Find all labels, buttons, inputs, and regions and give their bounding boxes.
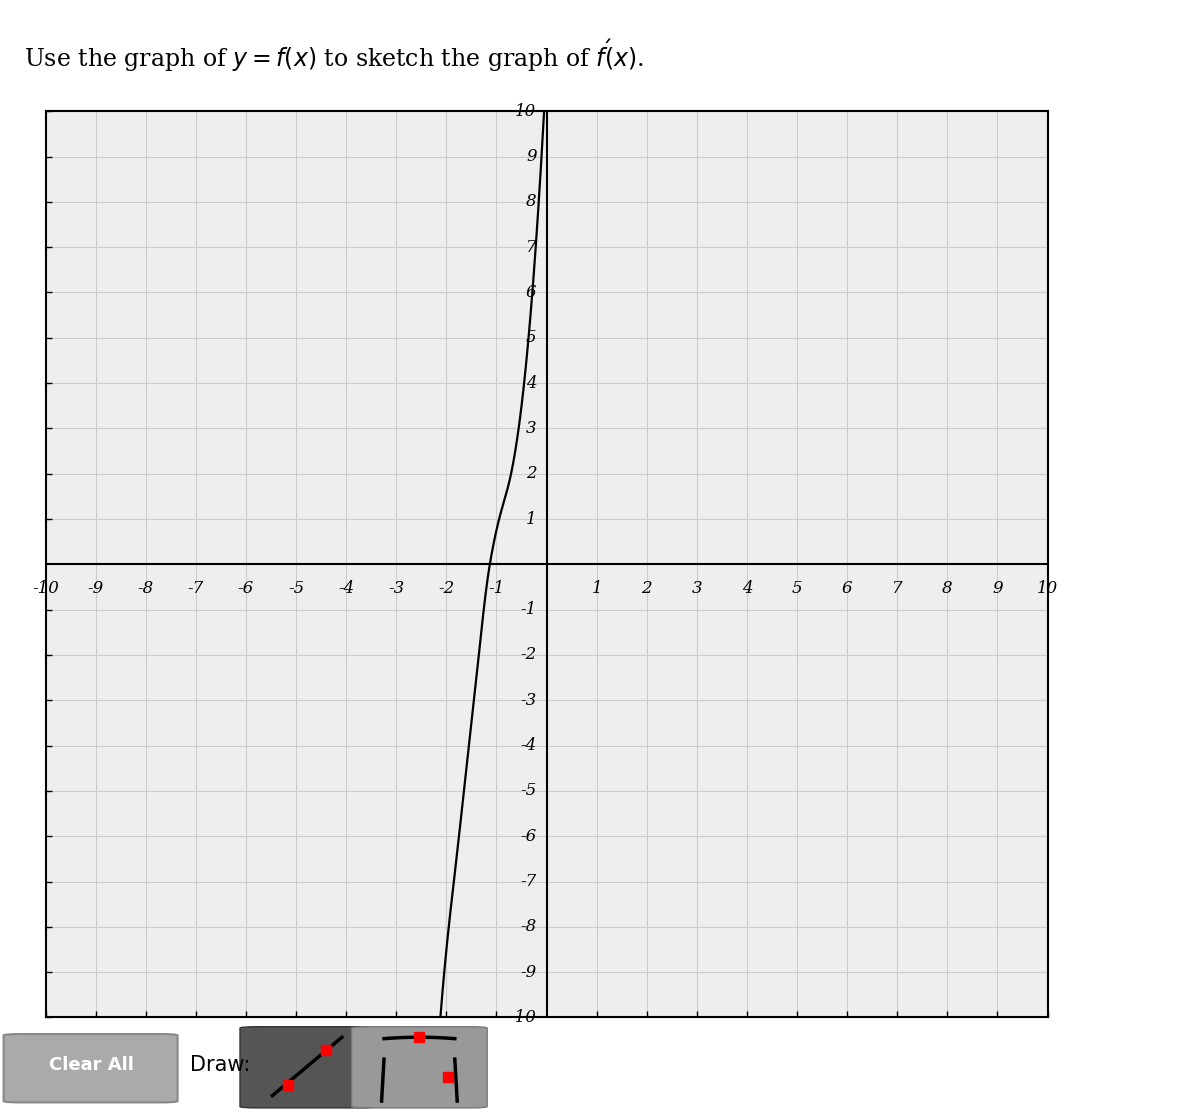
Text: 10: 10 <box>1037 580 1058 597</box>
Text: 9: 9 <box>526 148 536 165</box>
FancyBboxPatch shape <box>4 1034 178 1102</box>
Text: -7: -7 <box>521 873 536 890</box>
Text: 4: 4 <box>526 375 536 391</box>
Text: 2: 2 <box>526 465 536 483</box>
Text: -9: -9 <box>521 964 536 981</box>
Text: -7: -7 <box>187 580 204 597</box>
Text: -6: -6 <box>521 827 536 845</box>
Text: -4: -4 <box>338 580 354 597</box>
Text: 1: 1 <box>526 510 536 527</box>
Text: Clear All: Clear All <box>49 1055 133 1073</box>
Text: -9: -9 <box>88 580 104 597</box>
Text: 7: 7 <box>892 580 902 597</box>
Text: 9: 9 <box>992 580 1003 597</box>
Text: 6: 6 <box>526 284 536 301</box>
Text: 8: 8 <box>942 580 953 597</box>
Text: -10: -10 <box>32 580 59 597</box>
Text: -3: -3 <box>388 580 404 597</box>
FancyBboxPatch shape <box>240 1026 376 1108</box>
Text: -1: -1 <box>488 580 505 597</box>
Text: -5: -5 <box>521 783 536 800</box>
Text: 2: 2 <box>642 580 652 597</box>
Text: 8: 8 <box>526 193 536 210</box>
Text: -1: -1 <box>521 602 536 618</box>
FancyBboxPatch shape <box>352 1026 487 1108</box>
Text: Use the graph of $y = f(x)$ to sketch the graph of $f\'(x)$.: Use the graph of $y = f(x)$ to sketch th… <box>24 38 643 73</box>
Text: Draw:: Draw: <box>190 1054 250 1074</box>
Text: 10: 10 <box>515 102 536 120</box>
Text: -4: -4 <box>521 737 536 754</box>
Text: -8: -8 <box>138 580 154 597</box>
Text: 3: 3 <box>526 420 536 437</box>
Text: 3: 3 <box>691 580 702 597</box>
Text: 1: 1 <box>592 580 602 597</box>
Text: 4: 4 <box>742 580 752 597</box>
Text: -10: -10 <box>510 1009 536 1026</box>
Text: 5: 5 <box>526 329 536 346</box>
Text: -5: -5 <box>288 580 305 597</box>
Text: 5: 5 <box>792 580 803 597</box>
Text: -2: -2 <box>438 580 455 597</box>
Text: -6: -6 <box>238 580 254 597</box>
Text: -8: -8 <box>521 919 536 935</box>
Text: 6: 6 <box>842 580 852 597</box>
Text: 7: 7 <box>526 239 536 256</box>
Text: -3: -3 <box>521 692 536 708</box>
Text: -2: -2 <box>521 646 536 664</box>
